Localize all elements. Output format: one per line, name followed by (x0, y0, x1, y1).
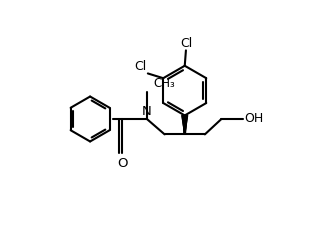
Text: Cl: Cl (180, 37, 192, 50)
Polygon shape (182, 115, 188, 134)
Text: OH: OH (244, 113, 264, 125)
Text: CH₃: CH₃ (154, 77, 175, 90)
Text: Cl: Cl (134, 60, 147, 73)
Text: N: N (142, 105, 151, 118)
Text: O: O (117, 157, 127, 170)
